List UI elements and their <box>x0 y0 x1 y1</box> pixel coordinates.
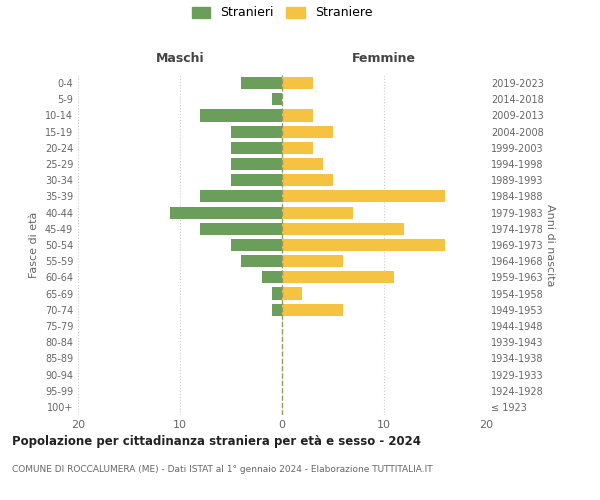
Bar <box>170 206 282 218</box>
Bar <box>200 190 282 202</box>
Bar <box>282 206 353 218</box>
Bar <box>272 304 282 316</box>
Bar <box>282 304 343 316</box>
Bar <box>282 222 404 235</box>
Legend: Stranieri, Straniere: Stranieri, Straniere <box>191 6 373 20</box>
Bar <box>282 77 313 89</box>
Bar <box>200 222 282 235</box>
Bar <box>231 126 282 138</box>
Bar <box>282 110 313 122</box>
Bar <box>241 255 282 268</box>
Bar <box>282 190 445 202</box>
Bar <box>282 126 333 138</box>
Bar <box>282 255 343 268</box>
Bar <box>272 288 282 300</box>
Bar <box>282 272 394 283</box>
Bar <box>231 158 282 170</box>
Bar <box>282 158 323 170</box>
Bar <box>282 288 302 300</box>
Bar <box>241 77 282 89</box>
Bar <box>282 239 445 251</box>
Bar <box>200 110 282 122</box>
Bar <box>282 142 313 154</box>
Text: COMUNE DI ROCCALUMERA (ME) - Dati ISTAT al 1° gennaio 2024 - Elaborazione TUTTIT: COMUNE DI ROCCALUMERA (ME) - Dati ISTAT … <box>12 465 433 474</box>
Y-axis label: Fasce di età: Fasce di età <box>29 212 39 278</box>
Bar <box>231 174 282 186</box>
Y-axis label: Anni di nascita: Anni di nascita <box>545 204 555 286</box>
Bar <box>282 174 333 186</box>
Bar <box>231 142 282 154</box>
Bar <box>262 272 282 283</box>
Text: Popolazione per cittadinanza straniera per età e sesso - 2024: Popolazione per cittadinanza straniera p… <box>12 435 421 448</box>
Bar <box>272 93 282 106</box>
Bar <box>231 239 282 251</box>
Text: Femmine: Femmine <box>352 52 416 65</box>
Text: Maschi: Maschi <box>155 52 205 65</box>
